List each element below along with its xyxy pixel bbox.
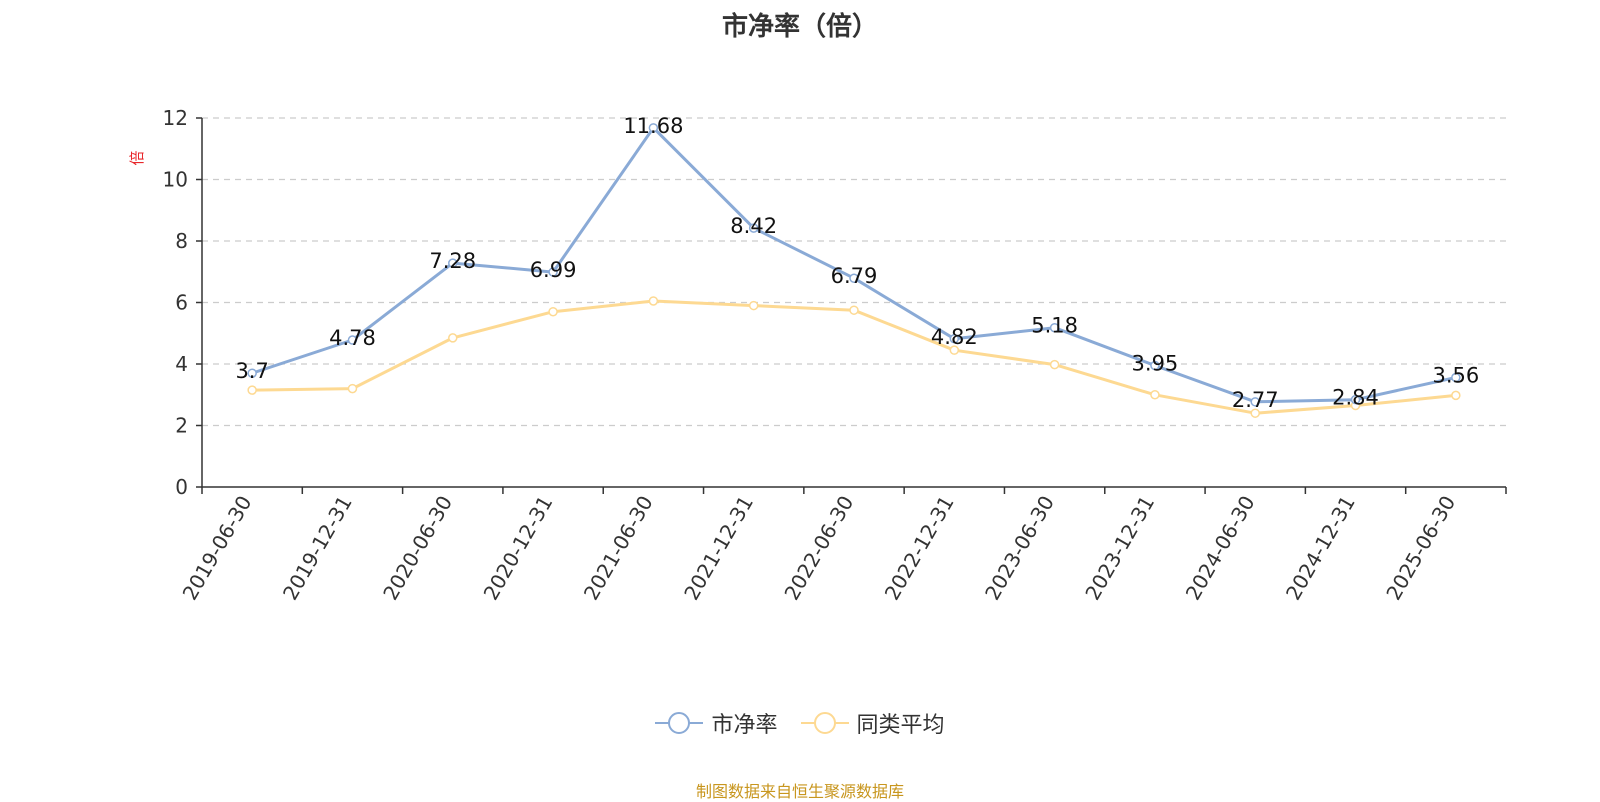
y-tick-label: 0 <box>175 475 188 499</box>
data-label: 2.84 <box>1332 386 1379 410</box>
x-tick-label: 2020-12-31 <box>479 492 558 605</box>
data-label: 3.56 <box>1432 364 1479 388</box>
x-tick-label: 2020-06-30 <box>378 492 457 605</box>
data-point-series2 <box>1049 359 1060 370</box>
y-tick-label: 2 <box>175 414 188 438</box>
data-point-series2 <box>548 306 558 317</box>
data-label: 11.68 <box>623 114 683 138</box>
data-point-series2 <box>748 300 759 311</box>
legend-item-series2[interactable]: 同类平均 <box>800 707 945 739</box>
data-point-series1 <box>748 223 759 233</box>
y-tick-label: 6 <box>175 291 188 315</box>
data-label: 7.28 <box>429 249 476 273</box>
x-tick-label: 2019-06-30 <box>178 492 257 605</box>
data-label: 6.99 <box>530 258 577 282</box>
data-point-series2 <box>1250 408 1260 418</box>
legend-label-series2: 同类平均 <box>856 713 945 738</box>
axes: 0 2 4 6 8 10 12 倍 2019-06-30 2019-12-31 2020-06-30… <box>128 106 1507 605</box>
legend: 市净率 同类平均 <box>0 707 1600 741</box>
data-point-series2 <box>448 333 458 343</box>
data-point-series2 <box>1451 390 1461 401</box>
data-point-series1 <box>1049 322 1060 333</box>
data-label: 2.77 <box>1232 388 1279 412</box>
data-point-series1 <box>1250 397 1260 407</box>
y-tick-label: 12 <box>163 106 188 130</box>
x-tick-label: 2022-12-31 <box>880 491 959 604</box>
data-point-series1 <box>1451 372 1461 383</box>
data-point-series2 <box>949 345 960 355</box>
data-label: 3.7 <box>235 359 268 383</box>
data-label: 5.18 <box>1031 314 1078 338</box>
data-labels: 3.7 4.78 7.28 6.99 11.68 8.42 6.79 4.82 5.18 3.95… <box>235 114 1479 412</box>
y-tick-label: 4 <box>175 352 188 376</box>
data-point-series1 <box>548 267 558 277</box>
chart-title: 市净率（倍） <box>721 12 878 42</box>
x-tick-label: 2023-06-30 <box>980 492 1059 605</box>
data-label: 8.42 <box>730 214 777 238</box>
legend-item-series1[interactable]: 市净率 <box>655 707 778 739</box>
data-point-series2 <box>849 305 859 315</box>
x-tick-label: 2024-06-30 <box>1181 492 1260 605</box>
legend-label-series1: 市净率 <box>711 713 778 738</box>
x-tick-label: 2024-12-31 <box>1281 492 1360 605</box>
x-tick-label: 2022-06-30 <box>779 492 858 605</box>
data-point-series2 <box>648 296 659 306</box>
data-point-series1 <box>648 123 659 133</box>
data-point-series1 <box>347 335 358 345</box>
data-label: 4.82 <box>931 325 978 349</box>
x-tick-label: 2019-12-31 <box>278 492 357 605</box>
data-point-series2 <box>247 385 257 395</box>
y-tick-label: 10 <box>163 168 188 192</box>
series-lines <box>247 123 1461 418</box>
x-tick-label: 2021-12-31 <box>679 492 758 605</box>
y-axis-label: 倍 <box>128 150 146 165</box>
data-point-series1 <box>849 273 859 283</box>
x-tick-label: 2023-12-31 <box>1080 492 1159 605</box>
x-tick-label: 2021-06-30 <box>579 492 658 605</box>
legend-marker-series2-icon <box>800 712 849 734</box>
data-point-series2 <box>347 383 358 394</box>
data-label: 6.79 <box>831 264 878 288</box>
legend-marker-series1-icon <box>655 712 704 734</box>
source-note: 制图数据来自恒生聚源数据库 <box>695 782 904 801</box>
data-point-series1 <box>448 258 458 268</box>
data-label: 3.95 <box>1132 352 1179 376</box>
data-point-series1 <box>1150 360 1160 371</box>
data-point-series2 <box>1150 390 1160 400</box>
grid-lines <box>202 117 1506 427</box>
x-tick-label: 2025-06-30 <box>1381 492 1460 605</box>
data-label: 4.78 <box>329 326 376 350</box>
data-point-series1 <box>949 334 960 344</box>
data-point-series1 <box>1350 394 1361 405</box>
data-point-series1 <box>247 368 257 378</box>
y-tick-label: 8 <box>175 229 188 253</box>
